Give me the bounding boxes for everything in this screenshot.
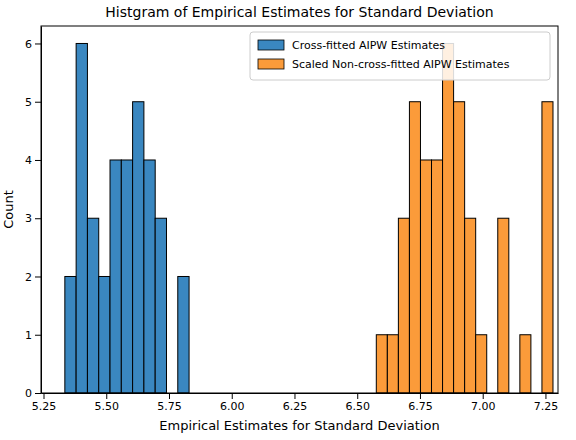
histogram-bar — [178, 276, 189, 393]
histogram-bar — [542, 102, 553, 393]
tick: 3 — [25, 212, 41, 225]
legend-item: Scaled Non-cross-fitted AIPW Estimates — [258, 58, 510, 71]
tick-label: 6.50 — [345, 400, 370, 413]
histogram-bar — [454, 102, 465, 393]
tick-mark — [232, 393, 233, 399]
histogram-bar — [409, 102, 420, 393]
chart: 5.25 5.50 5.75 6.00 6.25 6.50 6.75 7.00 7.25 0 1 2 3… — [0, 0, 576, 440]
x-axis-title: Empirical Estimates for Standard Deviati… — [159, 418, 439, 433]
legend-item: Cross-fitted AIPW Estimates — [258, 39, 445, 52]
y-axis: 0 1 2 3 4 5 6 — [25, 27, 42, 401]
histogram-bar — [420, 160, 431, 393]
tick-mark — [35, 102, 41, 103]
histogram-bar — [99, 276, 110, 393]
tick: 7.25 — [534, 393, 559, 413]
tick-mark — [35, 276, 41, 277]
plot-frame — [41, 26, 558, 393]
tick: 2 — [25, 271, 41, 284]
series — [65, 43, 189, 393]
tick: 6.50 — [345, 393, 370, 413]
tick: 6 — [25, 37, 41, 50]
x-axis: 5.25 5.50 5.75 6.00 6.25 6.50 6.75 7.00 7.25 — [32, 393, 559, 413]
bars — [65, 43, 553, 393]
tick: 1 — [25, 329, 41, 342]
histogram-bar — [110, 160, 121, 393]
tick-label: 0 — [25, 387, 32, 400]
legend-label: Scaled Non-cross-fitted AIPW Estimates — [292, 58, 510, 71]
histogram-bar — [520, 335, 531, 393]
tick: 6.75 — [408, 393, 433, 413]
histogram-bar — [476, 335, 487, 393]
histogram-bar — [398, 218, 409, 393]
tick-mark — [483, 393, 484, 399]
tick-mark — [35, 335, 41, 336]
histogram-bar — [155, 218, 166, 393]
legend-label: Cross-fitted AIPW Estimates — [292, 39, 445, 52]
legend-swatch — [258, 40, 284, 50]
histogram-bar — [76, 43, 87, 393]
tick: 5.25 — [32, 393, 57, 413]
histogram-bar — [144, 160, 155, 393]
tick-label: 5.75 — [157, 400, 182, 413]
tick: 6.25 — [283, 393, 308, 413]
tick-mark — [545, 393, 546, 399]
tick-label: 6.75 — [408, 400, 433, 413]
tick-label: 7.25 — [534, 400, 559, 413]
tick: 5 — [25, 96, 41, 109]
series — [376, 43, 553, 393]
histogram-bar — [443, 43, 454, 393]
tick: 7.00 — [471, 393, 496, 413]
histogram-bar — [465, 218, 476, 393]
tick-label: 5.25 — [32, 400, 57, 413]
tick-mark — [169, 393, 170, 399]
histogram-bar — [133, 102, 144, 393]
tick: 0 — [25, 387, 41, 400]
tick: 5.75 — [157, 393, 182, 413]
tick-label: 6.00 — [220, 400, 245, 413]
histogram-bar — [376, 335, 387, 393]
tick-label: 5 — [25, 96, 32, 109]
histogram-bar — [498, 218, 509, 393]
tick-label: 1 — [25, 329, 32, 342]
histogram-bar — [121, 160, 132, 393]
tick: 5.50 — [95, 393, 120, 413]
tick-label: 2 — [25, 271, 32, 284]
tick-label: 6 — [25, 37, 32, 50]
legend: Cross-fitted AIPW Estimates Scaled Non-cr… — [250, 32, 550, 80]
histogram-bar — [432, 160, 443, 393]
legend-box — [250, 32, 550, 80]
tick-mark — [35, 160, 41, 161]
histogram-bar — [65, 276, 76, 393]
tick-mark — [294, 393, 295, 399]
y-axis-title: Count — [1, 190, 16, 229]
tick: 6.00 — [220, 393, 245, 413]
plot-area: 5.25 5.50 5.75 6.00 6.25 6.50 6.75 7.00 7.25 0 1 2 3… — [25, 26, 559, 413]
tick-label: 6.25 — [283, 400, 308, 413]
tick-label: 3 — [25, 212, 32, 225]
title: Histgram of Empirical Estimates for Stan… — [105, 4, 493, 20]
tick-mark — [35, 393, 41, 394]
tick-mark — [357, 393, 358, 399]
tick-label: 5.50 — [95, 400, 120, 413]
tick-mark — [106, 393, 107, 399]
legend-swatch — [258, 59, 284, 69]
tick-mark — [420, 393, 421, 399]
tick-label: 4 — [25, 154, 32, 167]
tick-mark — [35, 43, 41, 44]
tick-mark — [44, 393, 45, 399]
histogram-bar — [87, 218, 98, 393]
tick-mark — [35, 218, 41, 219]
tick-label: 7.00 — [471, 400, 496, 413]
tick: 4 — [25, 154, 41, 167]
histogram-bar — [387, 335, 398, 393]
